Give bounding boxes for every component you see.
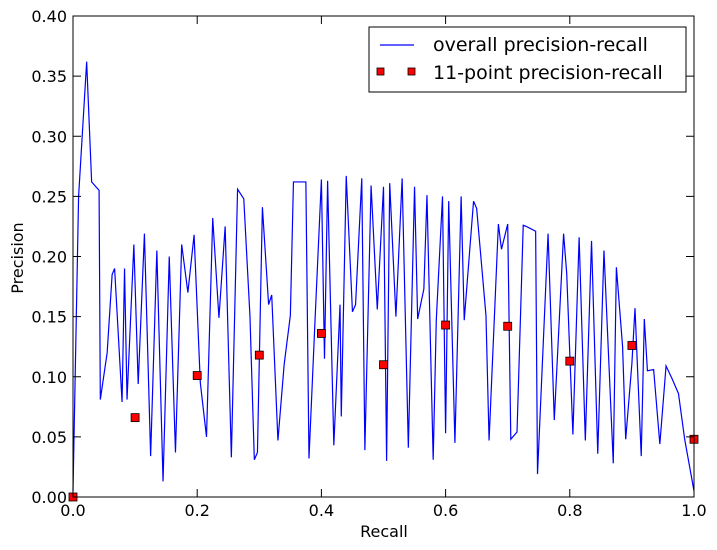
y-axis-label: Precision	[8, 222, 27, 293]
y-tick-label: 0.25	[31, 187, 67, 206]
y-axis-ticks: 0.00 0.05 0.10 0.15 0.20 0.25 0.30 0.35 0.40	[31, 7, 694, 507]
legend-marker-swatch	[407, 67, 416, 76]
x-axis-label: Recall	[360, 522, 408, 541]
y-tick-label: 0.35	[31, 67, 67, 86]
series-line-overall-precision-recall	[72, 61, 695, 492]
x-tick-label: 0.8	[557, 501, 582, 520]
data-point-11-point	[565, 356, 575, 366]
y-tick-label: 0.20	[31, 248, 67, 267]
x-tick-label: 0.6	[433, 501, 458, 520]
data-point-11-point	[192, 371, 202, 380]
x-tick-label: 0.0	[60, 501, 85, 520]
data-point-11-point	[379, 360, 388, 370]
data-point-11-point	[254, 350, 264, 360]
legend: overall precision-recall 11-point precis…	[368, 26, 687, 93]
x-tick-label: 1.0	[681, 501, 706, 520]
y-tick-label: 0.15	[31, 308, 67, 327]
x-tick-label: 0.4	[309, 501, 334, 520]
legend-label-11-point: 11-point precision-recall	[433, 62, 663, 84]
data-point-11-point	[130, 413, 140, 423]
y-tick-label: 0.05	[31, 428, 67, 447]
x-tick-label: 0.2	[184, 501, 209, 520]
legend-label-overall: overall precision-recall	[433, 34, 648, 56]
legend-box	[368, 26, 687, 93]
y-tick-label: 0.40	[31, 7, 67, 26]
legend-marker-swatch	[376, 67, 385, 76]
y-tick-label: 0.00	[31, 488, 67, 507]
data-point-11-point	[503, 321, 513, 331]
y-tick-label: 0.30	[31, 127, 67, 146]
data-point-11-point	[627, 341, 637, 350]
data-point-11-point	[316, 329, 326, 338]
data-point-11-point	[441, 320, 451, 330]
y-tick-label: 0.10	[31, 368, 67, 387]
x-axis-ticks: 0.0 0.2 0.4 0.6 0.8 1.0	[60, 16, 707, 520]
